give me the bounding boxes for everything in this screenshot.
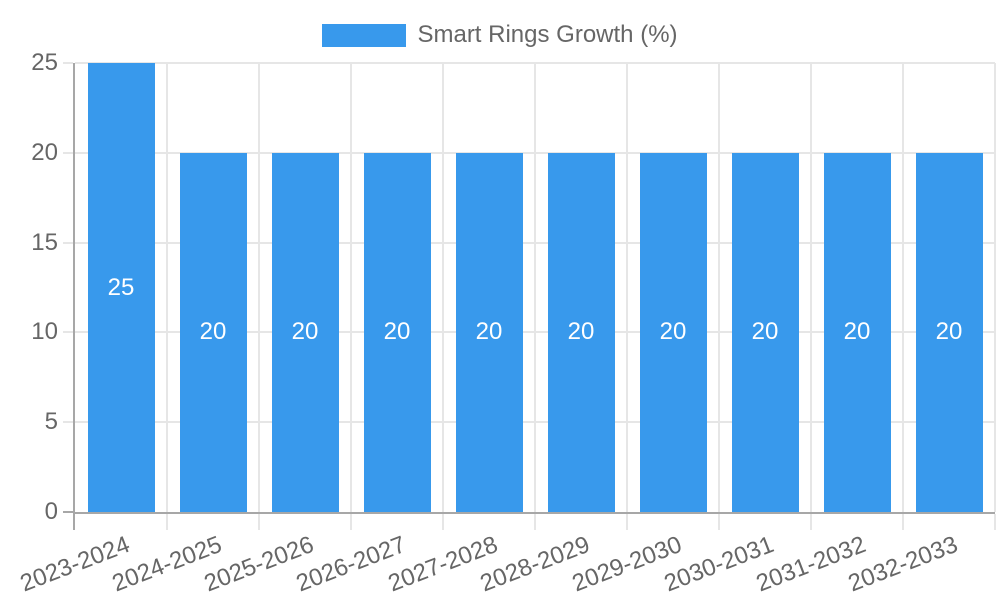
x-tick-mark [534,514,536,530]
gridline-x-9 [902,63,904,512]
bar-value-label: 25 [107,273,135,301]
bar-2031-2032[interactable]: 20 [823,152,891,512]
x-tick-mark [902,514,904,530]
y-tick-mark [63,151,73,154]
bar-value-label: 20 [291,318,319,346]
x-tick-mark [350,514,352,530]
legend-label: Smart Rings Growth (%) [417,21,678,48]
y-tick-mark [63,331,73,334]
gridline-x-2 [258,63,260,512]
bar-value-label: 20 [935,318,963,346]
y-tick-mark [63,511,73,513]
x-tick-mark [994,514,996,530]
gridline-x-5 [534,63,536,512]
bar-value-label: 20 [383,318,411,346]
gridline-x-8 [810,63,812,512]
bar-2026-2027[interactable]: 20 [363,152,431,512]
bar-value-label: 20 [751,318,779,346]
gridline-x-6 [626,63,628,512]
bar-value-label: 20 [843,318,871,346]
bar-2025-2026[interactable]: 20 [271,152,339,512]
bar-value-label: 20 [475,318,503,346]
x-tick-mark [166,514,168,530]
y-tick-label-10: 10 [31,318,58,346]
bar-2032-2033[interactable]: 20 [915,152,983,512]
plot-area: 25 20 20 20 20 20 20 20 20 20 [73,62,996,514]
y-tick-label-25: 25 [31,49,58,76]
bar-2024-2025[interactable]: 20 [179,152,247,512]
y-tick-mark [63,421,73,424]
x-tick-mark [626,514,628,530]
gridline-x-4 [442,63,444,512]
x-tick-mark [258,514,260,530]
y-tick-label-0: 0 [44,498,58,525]
gridline-x-1 [166,63,168,512]
gridline-x-3 [350,63,352,512]
x-tick-mark [718,514,720,530]
x-tick-mark [73,514,75,530]
x-tick-mark [810,514,812,530]
bar-value-label: 20 [659,318,687,346]
y-tick-label-20: 20 [31,138,58,166]
y-tick-mark [63,241,73,244]
y-tick-label-15: 15 [31,228,58,256]
gridline-x-10 [994,63,996,512]
bar-2029-2030[interactable]: 20 [639,152,707,512]
bar-2028-2029[interactable]: 20 [547,152,615,512]
y-tick-mark [63,62,73,64]
bar-value-label: 20 [567,318,595,346]
bar-2030-2031[interactable]: 20 [731,152,799,512]
x-tick-mark [442,514,444,530]
bar-value-label: 20 [199,318,227,346]
gridline-x-7 [718,63,720,512]
y-tick-label-5: 5 [44,408,58,436]
bar-2027-2028[interactable]: 20 [455,152,523,512]
legend-swatch [322,23,407,47]
chart-legend[interactable]: Smart Rings Growth (%) [0,21,1000,49]
bar-2023-2024[interactable]: 25 [87,63,155,512]
